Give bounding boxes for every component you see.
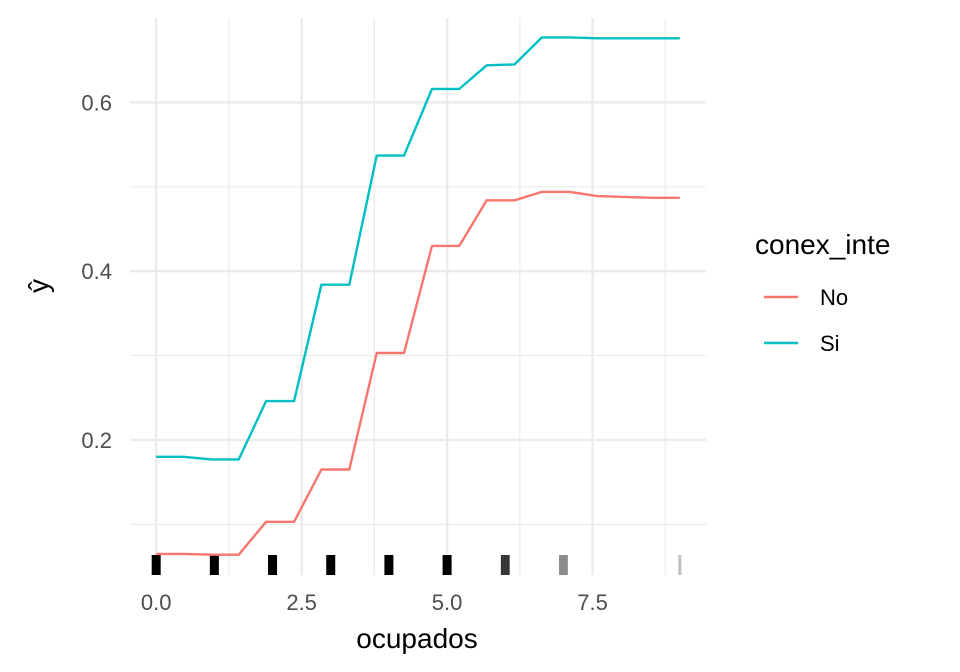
rug-mark	[506, 555, 510, 575]
y-tick-labels: 0.2 0.4 0.6	[81, 90, 112, 453]
x-tick-label: 5.0	[432, 590, 463, 615]
rug-mark	[564, 555, 568, 575]
rug-marks	[151, 555, 682, 575]
rug-mark	[384, 555, 394, 575]
rug-mark	[503, 555, 507, 575]
rug-mark	[500, 555, 504, 575]
y-tick-label: 0.4	[81, 259, 112, 284]
legend-label-no: No	[820, 285, 848, 310]
series-line-no	[156, 190, 680, 556]
legend-label-si: Si	[820, 331, 840, 356]
rug-mark	[268, 555, 278, 575]
x-tick-label: 2.5	[286, 590, 317, 615]
y-tick-label: 0.6	[81, 90, 112, 115]
rug-mark	[561, 555, 565, 575]
rug-mark	[678, 555, 682, 575]
legend: conex_inte No Si	[755, 229, 890, 356]
y-tick-label: 0.2	[81, 428, 112, 453]
x-tick-label: 7.5	[577, 590, 608, 615]
rug-mark	[209, 555, 219, 575]
x-tick-label: 0.0	[141, 590, 172, 615]
rug-mark	[559, 555, 563, 575]
series-lines	[156, 36, 680, 556]
x-axis-title: ocupados	[356, 623, 477, 654]
rug-mark	[151, 555, 161, 575]
rug-mark	[442, 555, 452, 575]
series-line-si	[156, 36, 680, 461]
y-axis-title: ŷ	[23, 279, 54, 293]
x-tick-labels: 0.0 2.5 5.0 7.5	[141, 590, 608, 615]
legend-title: conex_inte	[755, 229, 890, 260]
grid	[130, 18, 706, 575]
rug-mark	[326, 555, 336, 575]
